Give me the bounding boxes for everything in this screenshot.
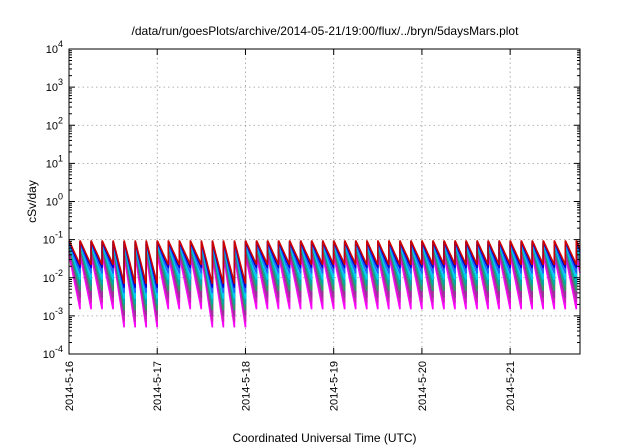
y-tick-label: 10-3: [43, 306, 63, 323]
ticks: [68, 48, 580, 355]
y-tick-label: 101: [46, 153, 63, 170]
y-tick-label: 104: [46, 39, 63, 56]
series-group: [68, 240, 581, 328]
y-tick-label: 10-1: [43, 230, 63, 247]
x-tick-label: 2014-5-18: [240, 361, 252, 411]
x-tick-label: 2014-5-17: [152, 361, 164, 411]
y-tick-label: 100: [46, 192, 63, 209]
x-axis-label: Coordinated Universal Time (UTC): [232, 431, 416, 445]
x-tick-label: 2014-5-16: [64, 361, 76, 411]
y-tick-labels: 10-4 10-3 10-2 10-1 100 101 102 103 104: [43, 39, 63, 361]
y-tick-label: 103: [46, 77, 63, 94]
series-line: [68, 240, 581, 284]
x-tick-labels: 2014-5-16 2014-5-17 2014-5-18 2014-5-19 2014…: [64, 361, 517, 411]
chart-title: /data/run/goesPlots/archive/2014-05-21/1…: [132, 24, 520, 38]
x-tick-label: 2014-5-20: [417, 361, 429, 411]
y-tick-label: 102: [46, 115, 63, 132]
y-tick-label: 10-4: [43, 344, 63, 361]
x-tick-label: 2014-5-21: [505, 361, 517, 411]
y-axis-label: cSv/day: [25, 180, 39, 223]
x-tick-label: 2014-5-19: [329, 361, 341, 411]
y-tick-label: 10-2: [43, 268, 63, 285]
grid: [69, 49, 580, 354]
